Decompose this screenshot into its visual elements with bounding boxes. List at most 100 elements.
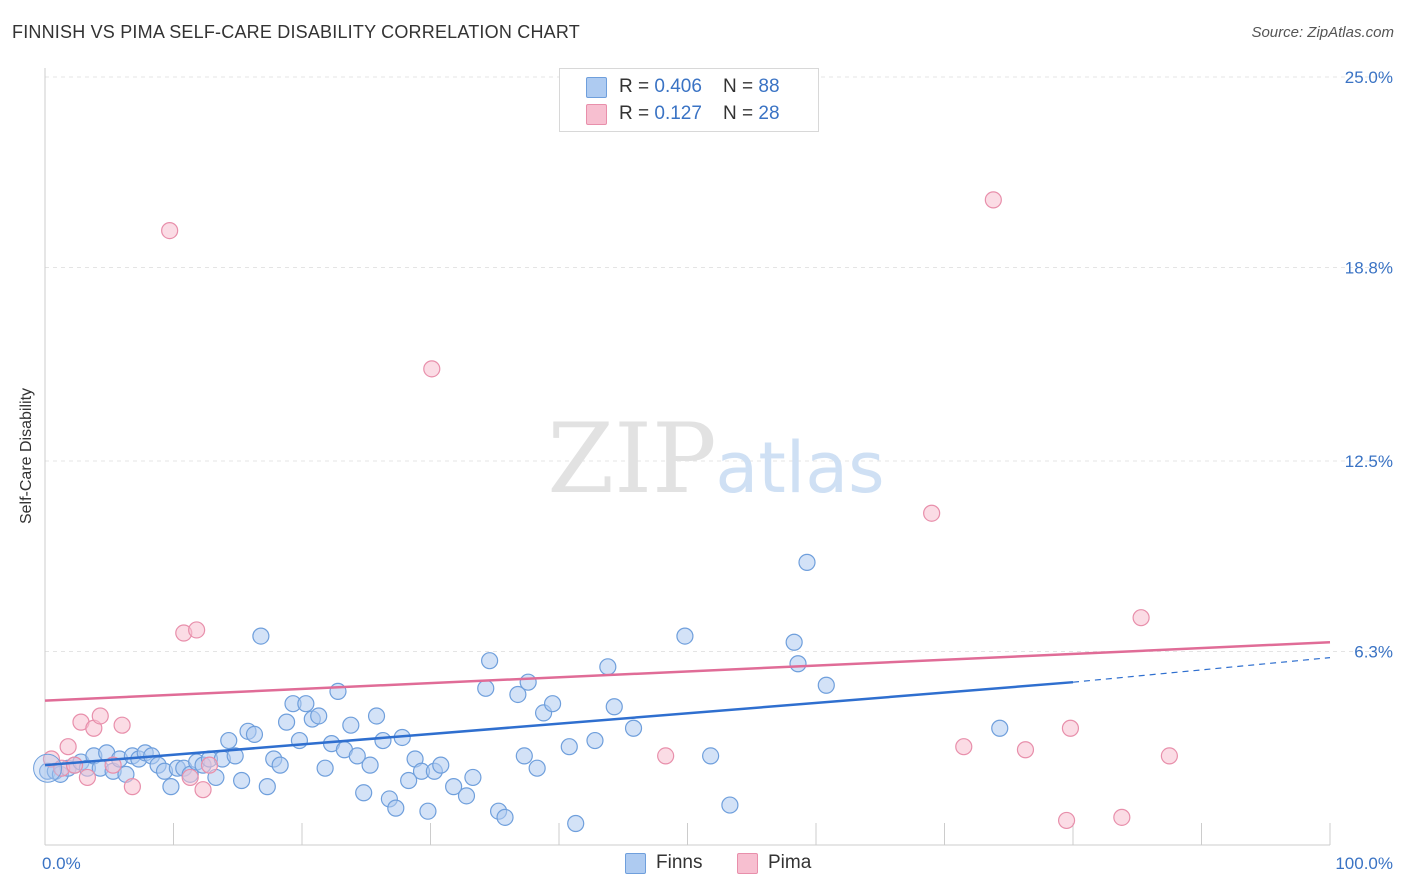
pima-point-26	[1132, 609, 1150, 627]
finns-point-59	[419, 802, 437, 820]
data-points	[33, 191, 1178, 833]
finns-point-45	[329, 682, 347, 701]
pima-point-19	[923, 504, 941, 522]
pima-point-23	[1057, 811, 1076, 830]
pima-point-3	[65, 756, 84, 774]
watermark-atlas: atlas	[715, 427, 884, 509]
pima-point-18	[657, 747, 675, 765]
finns-point-32	[245, 725, 264, 744]
finns-point-65	[477, 679, 495, 697]
finns-point-34	[258, 778, 276, 796]
pima-point-27	[1160, 747, 1178, 765]
finns-point-49	[355, 784, 373, 802]
chart-title: FINNISH VS PIMA SELF-CARE DISABILITY COR…	[12, 22, 580, 42]
pima-point-14	[188, 621, 206, 639]
finns-point-19	[162, 778, 180, 796]
legend-swatch-pima	[586, 104, 607, 125]
finns-point-56	[400, 771, 418, 790]
legend-swatch-finns	[586, 77, 607, 98]
finns-point-87	[817, 676, 835, 694]
x-tick-label-0: 0.0%	[42, 854, 81, 873]
pima-point-7	[91, 707, 109, 725]
finns-point-29	[226, 747, 244, 765]
pima-point-21	[984, 191, 1002, 209]
finns-point-80	[624, 719, 643, 737]
finns-point-63	[457, 787, 476, 805]
bottom-legend-label-pima: Pima	[768, 852, 812, 873]
finns-point-71	[519, 673, 537, 691]
finns-point-77	[586, 731, 604, 750]
finns-trend-line	[44, 680, 1074, 767]
finns-point-81	[676, 627, 694, 645]
tick-labels: 6.3% 12.5% 18.8% 25.0% 0.0% 100.0%	[42, 68, 1393, 873]
y-tick-label-3: 25.0%	[1345, 68, 1393, 87]
legend-n-label: N =	[723, 76, 759, 97]
bottom-legend-swatch-pima	[737, 853, 758, 874]
legend-r-label: R =	[619, 76, 655, 97]
finns-point-33	[252, 627, 270, 645]
pima-point-16	[200, 756, 219, 774]
finns-point-83	[721, 796, 739, 814]
pima-point-5	[78, 768, 97, 787]
pima-point-10	[123, 778, 141, 796]
pima-point-25	[1113, 808, 1131, 826]
finns-point-52	[374, 731, 392, 750]
finns-point-37	[277, 713, 296, 731]
finns-point-61	[432, 756, 450, 774]
finns-point-68	[496, 808, 514, 826]
legend-n-value: 88	[758, 76, 780, 97]
pima-point-13	[181, 768, 199, 787]
legend-r-value: 0.406	[654, 76, 702, 97]
pima-point-2	[59, 738, 77, 756]
x-tick-label-1: 100.0%	[1335, 854, 1393, 873]
legend-r-value: 0.127	[654, 103, 702, 124]
y-axis-label: Self-Care Disability	[18, 387, 35, 525]
finns-point-86	[798, 553, 816, 571]
finns-point-54	[387, 799, 405, 817]
gridlines	[45, 76, 1390, 652]
correlation-legend: R = 0.406 N = 88 R = 0.127 N = 28	[559, 68, 819, 132]
finns-point-84	[785, 633, 803, 651]
pima-point-15	[194, 781, 212, 799]
finns-point-36	[271, 756, 289, 774]
finns-point-64	[464, 768, 482, 787]
pima-point-22	[1016, 741, 1035, 759]
finns-point-78	[599, 658, 617, 676]
legend-r-label: R =	[619, 103, 655, 124]
finns-point-85	[789, 655, 807, 673]
pima-point-24	[1061, 719, 1080, 737]
trend-lines	[44, 640, 1331, 767]
finns-point-70	[515, 747, 533, 765]
pima-point-20	[955, 738, 973, 756]
legend-n-label: N =	[723, 103, 759, 124]
finns-point-42	[310, 707, 328, 725]
finns-point-51	[367, 707, 386, 725]
finns-point-75	[560, 738, 578, 756]
finns-point-79	[605, 698, 623, 716]
finns-point-50	[361, 756, 379, 774]
watermark-zip: ZIP	[547, 403, 716, 515]
finns-point-88	[991, 719, 1009, 737]
pima-trend-line	[44, 640, 1331, 702]
finns-point-82	[702, 747, 720, 765]
finns-point-76	[567, 814, 585, 833]
y-tick-label-0: 6.3%	[1354, 642, 1393, 661]
finns-point-66	[481, 652, 499, 670]
bottom-legend-swatch-finns	[625, 853, 646, 874]
finns-point-43	[316, 759, 334, 777]
y-tick-label-2: 18.8%	[1345, 258, 1393, 277]
pima-point-11	[161, 222, 179, 240]
finns-point-large	[33, 753, 63, 783]
finns-trend-extension	[1072, 657, 1331, 683]
finns-point-69	[509, 685, 527, 704]
finns-point-28	[220, 731, 238, 750]
finns-point-72	[528, 759, 546, 777]
finns-point-47	[342, 716, 360, 734]
finns-point-48	[348, 747, 366, 765]
source-label: Source: ZipAtlas.com	[1251, 24, 1394, 41]
finns-point-74	[543, 695, 562, 713]
axes	[44, 68, 1331, 846]
legend-n-value: 28	[758, 103, 780, 124]
finns-point-30	[233, 771, 251, 790]
